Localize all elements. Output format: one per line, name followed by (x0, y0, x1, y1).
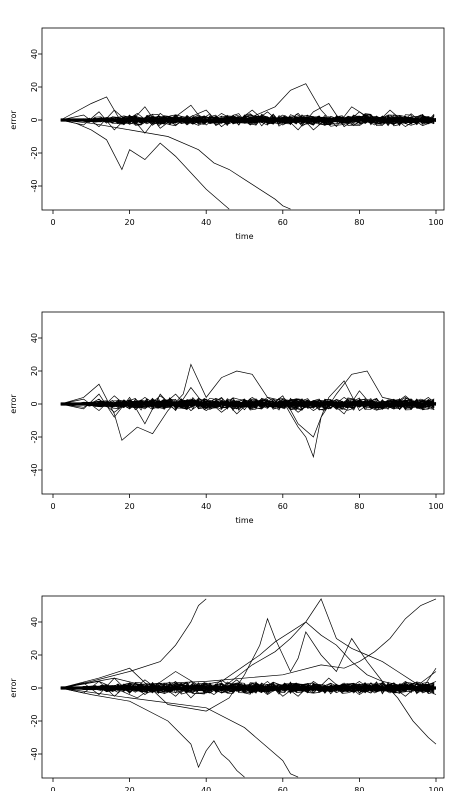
x-tick-label: 0 (50, 502, 55, 511)
series-group (60, 83, 437, 210)
series-line-1 (60, 363, 437, 459)
y-tick-label: 20 (30, 650, 39, 660)
x-tick-label: 20 (125, 218, 135, 227)
y-tick-label: -40 (30, 463, 39, 476)
y-tick-label: 0 (30, 401, 39, 406)
y-tick-label: -40 (30, 747, 39, 760)
y-axis-label: error (9, 110, 18, 130)
series-line-1 (60, 598, 207, 689)
y-tick-label: 0 (30, 117, 39, 122)
chart-panel-1: 0 20 40 60 80 100 -40 -20 0 20 40 error time (9, 27, 445, 241)
y-axis-label: error (9, 678, 18, 698)
x-tick-label: 20 (125, 502, 135, 511)
chart-panel-2: 0 20 40 60 80 100 -40 -20 0 20 40 error time (9, 311, 445, 525)
x-tick-label: 40 (201, 786, 211, 791)
series-line-2 (60, 687, 245, 778)
x-tick-label: 60 (278, 786, 288, 791)
x-tick-label: 80 (354, 218, 364, 227)
x-tick-label: 80 (354, 502, 364, 511)
x-tick-label: 40 (201, 218, 211, 227)
y-axis-label: error (9, 394, 18, 414)
x-tick-label: 0 (50, 786, 55, 791)
series-line-5 (60, 598, 437, 695)
y-tick-label: -20 (30, 146, 39, 159)
y-tick-label: -20 (30, 430, 39, 443)
x-tick-label: 60 (278, 218, 288, 227)
x-tick-label: 20 (125, 786, 135, 791)
series-line-9 (60, 668, 437, 697)
y-tick-label: 40 (30, 333, 39, 343)
x-axis-label: time (235, 232, 253, 241)
plot-frame (41, 311, 445, 495)
series-line-4 (60, 395, 437, 413)
x-axis-label: time (235, 516, 253, 525)
series-line-7 (60, 598, 437, 689)
series-line-3 (60, 119, 291, 210)
y-tick-label: 0 (30, 685, 39, 690)
x-tick-label: 60 (278, 502, 288, 511)
x-tick-label: 100 (428, 218, 443, 227)
plot-frame (41, 595, 445, 779)
x-tick-label: 100 (428, 786, 443, 791)
series-group (60, 363, 437, 459)
series-group (60, 598, 437, 778)
y-tick-label: -20 (30, 714, 39, 727)
series-line-2 (60, 119, 230, 210)
series-line-3 (60, 390, 437, 415)
y-tick-label: 20 (30, 366, 39, 376)
x-tick-label: 100 (428, 502, 443, 511)
y-tick-label: 40 (30, 49, 39, 59)
noise-series-line (60, 398, 435, 410)
chart-panel-3: 0 20 40 60 80 100 -40 -20 0 20 40 error (9, 595, 445, 791)
series-line-4 (60, 103, 437, 131)
series-line-6 (60, 687, 299, 778)
y-tick-label: 20 (30, 82, 39, 92)
series-line-5 (60, 109, 437, 134)
x-tick-label: 80 (354, 786, 364, 791)
series-line-3 (60, 617, 437, 745)
y-tick-label: 40 (30, 617, 39, 627)
series-line-8 (60, 671, 437, 699)
x-tick-label: 40 (201, 502, 211, 511)
x-tick-label: 0 (50, 218, 55, 227)
series-line-4 (60, 621, 437, 699)
y-tick-label: -40 (30, 179, 39, 192)
series-line-2 (60, 380, 437, 438)
series-line-1 (60, 83, 437, 128)
plot-frame (41, 27, 445, 211)
